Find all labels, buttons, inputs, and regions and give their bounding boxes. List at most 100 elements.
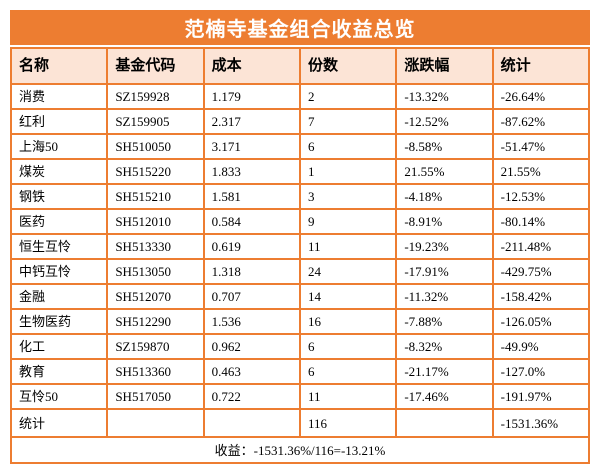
summary-cell-code xyxy=(106,408,205,438)
cell-change: -8.91% xyxy=(395,208,494,235)
cell-name: 红利 xyxy=(9,108,109,135)
cell-change: -19.23% xyxy=(395,233,494,260)
cell-cost: 0.463 xyxy=(202,358,301,385)
cell-code: SH510050 xyxy=(106,133,205,160)
cell-cost: 0.619 xyxy=(202,233,301,260)
cell-name: 中钙互怜 xyxy=(9,258,109,285)
cell-code: SZ159905 xyxy=(106,108,205,135)
cell-shares: 2 xyxy=(298,83,398,110)
report-title: 范楠寺基金组合收益总览 xyxy=(184,19,416,41)
cell-shares: 24 xyxy=(298,258,398,285)
fund-table: 名称 基金代码 成本 份数 涨跌幅 统计 消费 SZ159928 1.179 2… xyxy=(9,47,591,464)
cell-total: -127.0% xyxy=(491,358,591,385)
column-header-shares: 份数 xyxy=(298,47,398,85)
cell-code: SH513330 xyxy=(106,233,205,260)
cell-name: 医药 xyxy=(9,208,109,235)
cell-total: -80.14% xyxy=(491,208,591,235)
cell-shares: 11 xyxy=(298,383,398,410)
cell-cost: 1.581 xyxy=(202,183,301,210)
cell-code: SZ159928 xyxy=(106,83,205,110)
report-title-bar: 范楠寺基金组合收益总览 xyxy=(10,10,590,45)
cell-shares: 7 xyxy=(298,108,398,135)
summary-cell-shares: 116 xyxy=(298,408,398,438)
cell-code: SH512010 xyxy=(106,208,205,235)
table-row: 化工 SZ159870 0.962 6 -8.32% -49.9% xyxy=(9,333,591,360)
cell-total: -51.47% xyxy=(491,133,591,160)
fund-report: 范楠寺基金组合收益总览 名称 基金代码 成本 份数 涨跌幅 统计 消费 SZ15… xyxy=(9,10,591,464)
table-row: 上海50 SH510050 3.171 6 -8.58% -51.47% xyxy=(9,133,591,160)
cell-cost: 1.179 xyxy=(202,83,301,110)
cell-cost: 1.318 xyxy=(202,258,301,285)
cell-total: 21.55% xyxy=(491,158,591,185)
table-row: 煤炭 SH515220 1.833 1 21.55% 21.55% xyxy=(9,158,591,185)
table-row: 中钙互怜 SH513050 1.318 24 -17.91% -429.75% xyxy=(9,258,591,285)
header-row: 名称 基金代码 成本 份数 涨跌幅 统计 xyxy=(9,47,591,85)
cell-code: SH515220 xyxy=(106,158,205,185)
cell-total: -49.9% xyxy=(491,333,591,360)
cell-name: 煤炭 xyxy=(9,158,109,185)
table-row: 消费 SZ159928 1.179 2 -13.32% -26.64% xyxy=(9,83,591,110)
cell-name: 金融 xyxy=(9,283,109,310)
cell-change: -8.58% xyxy=(395,133,494,160)
cell-cost: 1.536 xyxy=(202,308,301,335)
cell-code: SZ159870 xyxy=(106,333,205,360)
cell-shares: 14 xyxy=(298,283,398,310)
cell-total: -87.62% xyxy=(491,108,591,135)
table-row: 生物医药 SH512290 1.536 16 -7.88% -126.05% xyxy=(9,308,591,335)
column-header-name: 名称 xyxy=(9,47,109,85)
cell-shares: 1 xyxy=(298,158,398,185)
cell-cost: 3.171 xyxy=(202,133,301,160)
cell-shares: 9 xyxy=(298,208,398,235)
cell-change: -17.46% xyxy=(395,383,494,410)
cell-name: 教育 xyxy=(9,358,109,385)
cell-shares: 6 xyxy=(298,133,398,160)
fund-table-header: 名称 基金代码 成本 份数 涨跌幅 统计 xyxy=(9,47,591,85)
table-row: 互怜50 SH517050 0.722 11 -17.46% -191.97% xyxy=(9,383,591,410)
footer-row: 收益：-1531.36%/116=-13.21% xyxy=(10,436,590,464)
cell-change: -17.91% xyxy=(395,258,494,285)
cell-change: -7.88% xyxy=(395,308,494,335)
cell-shares: 6 xyxy=(298,333,398,360)
cell-name: 上海50 xyxy=(9,133,109,160)
fund-table-body: 消费 SZ159928 1.179 2 -13.32% -26.64% 红利 S… xyxy=(9,83,591,410)
cell-total: -12.53% xyxy=(491,183,591,210)
cell-name: 互怜50 xyxy=(9,383,109,410)
table-row: 红利 SZ159905 2.317 7 -12.52% -87.62% xyxy=(9,108,591,135)
column-header-total: 统计 xyxy=(491,47,591,85)
cell-code: SH517050 xyxy=(106,383,205,410)
cell-name: 生物医药 xyxy=(9,308,109,335)
column-header-code: 基金代码 xyxy=(106,47,205,85)
cell-change: -11.32% xyxy=(395,283,494,310)
cell-name: 化工 xyxy=(9,333,109,360)
cell-change: 21.55% xyxy=(395,158,494,185)
cell-name: 恒生互怜 xyxy=(9,233,109,260)
cell-code: SH515210 xyxy=(106,183,205,210)
cell-total: -191.97% xyxy=(491,383,591,410)
cell-total: -26.64% xyxy=(491,83,591,110)
fund-table-summary: 统计 116 -1531.36% 收益：-1531.36%/116=-13.21… xyxy=(9,408,591,464)
summary-row: 统计 116 -1531.36% xyxy=(9,408,591,438)
cell-total: -158.42% xyxy=(491,283,591,310)
cell-shares: 3 xyxy=(298,183,398,210)
cell-shares: 11 xyxy=(298,233,398,260)
cell-code: SH512070 xyxy=(106,283,205,310)
cell-cost: 0.722 xyxy=(202,383,301,410)
table-row: 医药 SH512010 0.584 9 -8.91% -80.14% xyxy=(9,208,591,235)
cell-total: -126.05% xyxy=(491,308,591,335)
column-header-cost: 成本 xyxy=(202,47,301,85)
cell-change: -4.18% xyxy=(395,183,494,210)
cell-shares: 16 xyxy=(298,308,398,335)
cell-name: 消费 xyxy=(9,83,109,110)
cell-code: SH513360 xyxy=(106,358,205,385)
cell-change: -8.32% xyxy=(395,333,494,360)
cell-total: -429.75% xyxy=(491,258,591,285)
cell-change: -21.17% xyxy=(395,358,494,385)
cell-cost: 0.584 xyxy=(202,208,301,235)
table-row: 恒生互怜 SH513330 0.619 11 -19.23% -211.48% xyxy=(9,233,591,260)
cell-change: -12.52% xyxy=(395,108,494,135)
cell-cost: 1.833 xyxy=(202,158,301,185)
summary-cell-change xyxy=(395,408,494,438)
cell-change: -13.32% xyxy=(395,83,494,110)
cell-cost: 0.962 xyxy=(202,333,301,360)
column-header-change: 涨跌幅 xyxy=(395,47,494,85)
